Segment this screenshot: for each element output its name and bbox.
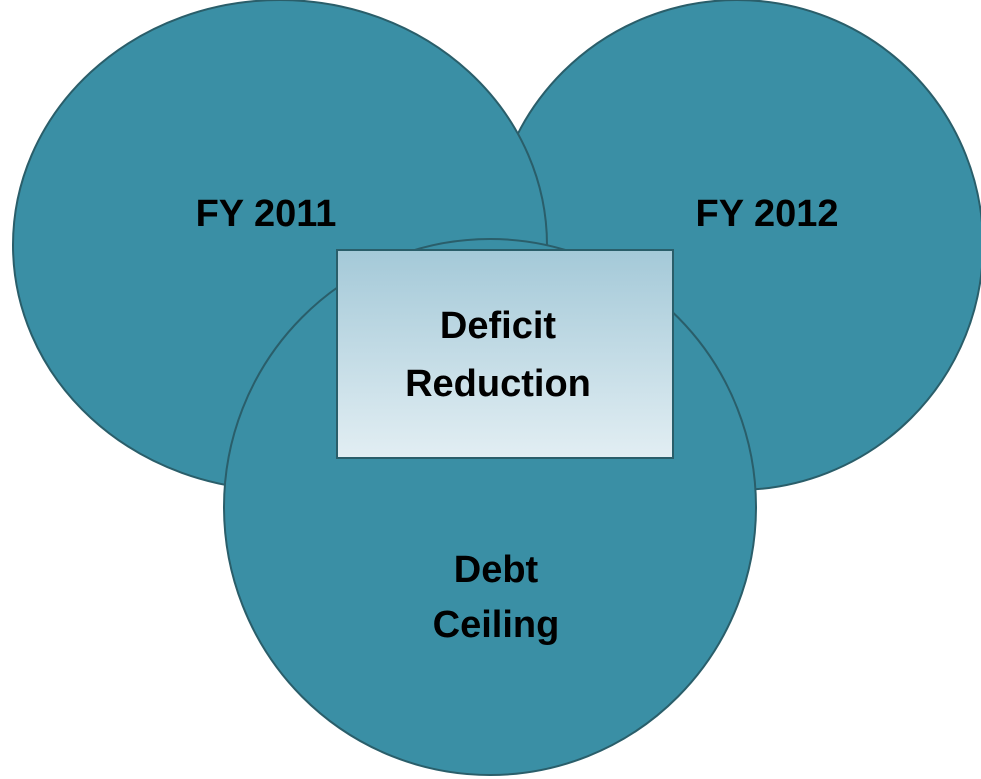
deficit-reduction-box: [336, 249, 674, 459]
deficit-label-line1: Deficit: [440, 305, 556, 347]
debt-ceiling-label-line1: Debt: [454, 549, 539, 591]
fy2011-label: FY 2011: [196, 193, 337, 235]
deficit-label-line2: Reduction: [405, 363, 591, 405]
fy2012-label: FY 2012: [696, 193, 839, 235]
debt-ceiling-label-line2: Ceiling: [433, 604, 560, 646]
